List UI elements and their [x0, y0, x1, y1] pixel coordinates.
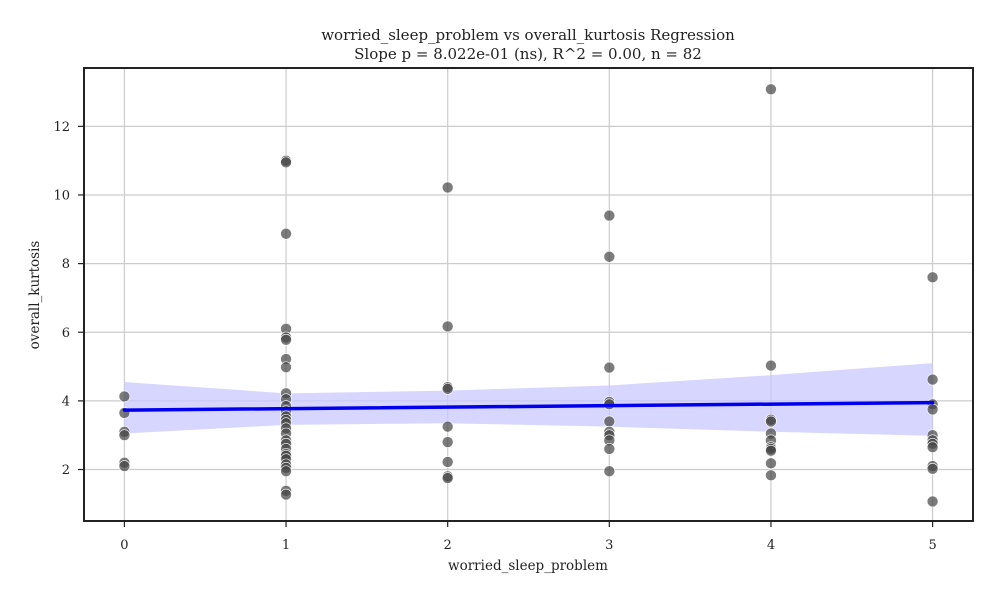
y-axis-label: overall_kurtosis — [27, 241, 43, 350]
data-point — [280, 465, 292, 478]
x-tick-label: 2 — [444, 538, 452, 553]
data-point — [603, 443, 616, 455]
data-point — [118, 460, 131, 472]
chart-subtitle: Slope p = 8.022e-01 (ns), R^2 = 0.00, n … — [354, 45, 702, 63]
data-point — [441, 181, 454, 194]
x-tick-label: 1 — [282, 538, 290, 553]
data-point — [118, 429, 131, 442]
data-point — [603, 361, 616, 374]
x-axis-label: worried_sleep_problem — [448, 558, 608, 574]
confidence-band-layer — [124, 363, 933, 436]
confidence-band — [124, 363, 933, 436]
data-point — [765, 444, 777, 457]
y-tick-label: 12 — [53, 120, 70, 135]
data-point — [926, 495, 939, 508]
x-tick-label: 4 — [767, 538, 775, 553]
x-tick-label: 0 — [120, 538, 128, 553]
data-point — [280, 227, 292, 240]
data-point — [280, 488, 292, 501]
data-point — [765, 469, 777, 482]
data-point — [926, 403, 939, 416]
x-tick-label: 3 — [605, 538, 613, 553]
x-tick-label: 5 — [928, 538, 936, 553]
data-point — [765, 457, 777, 470]
data-point — [603, 250, 616, 263]
data-point — [280, 333, 292, 346]
data-point — [441, 472, 454, 484]
data-point — [603, 465, 616, 478]
y-tick-label: 4 — [62, 394, 70, 409]
data-point — [118, 390, 131, 403]
data-point — [441, 436, 454, 448]
data-point — [765, 415, 777, 428]
y-tick-label: 6 — [62, 326, 70, 341]
data-point — [441, 420, 454, 433]
data-point — [441, 383, 454, 395]
y-tick-label: 10 — [53, 188, 70, 203]
data-point — [926, 463, 939, 475]
regression-line-layer — [122, 400, 935, 412]
data-point — [441, 456, 454, 468]
data-point — [926, 271, 939, 284]
data-point — [603, 209, 616, 222]
data-point — [765, 83, 777, 96]
data-point — [926, 373, 939, 386]
scatter-points — [118, 83, 939, 508]
y-tick-label: 8 — [62, 257, 70, 272]
data-point — [280, 156, 292, 169]
data-point — [280, 361, 292, 374]
chart-title: worried_sleep_problem vs overall_kurtosi… — [321, 26, 735, 44]
y-tick-label: 2 — [62, 463, 70, 478]
data-point — [765, 359, 777, 372]
data-point — [441, 320, 454, 333]
data-point — [603, 415, 616, 428]
data-point — [926, 441, 939, 454]
grid-lines — [84, 68, 973, 521]
regression-line — [122, 400, 935, 412]
plot-frame — [83, 67, 974, 522]
